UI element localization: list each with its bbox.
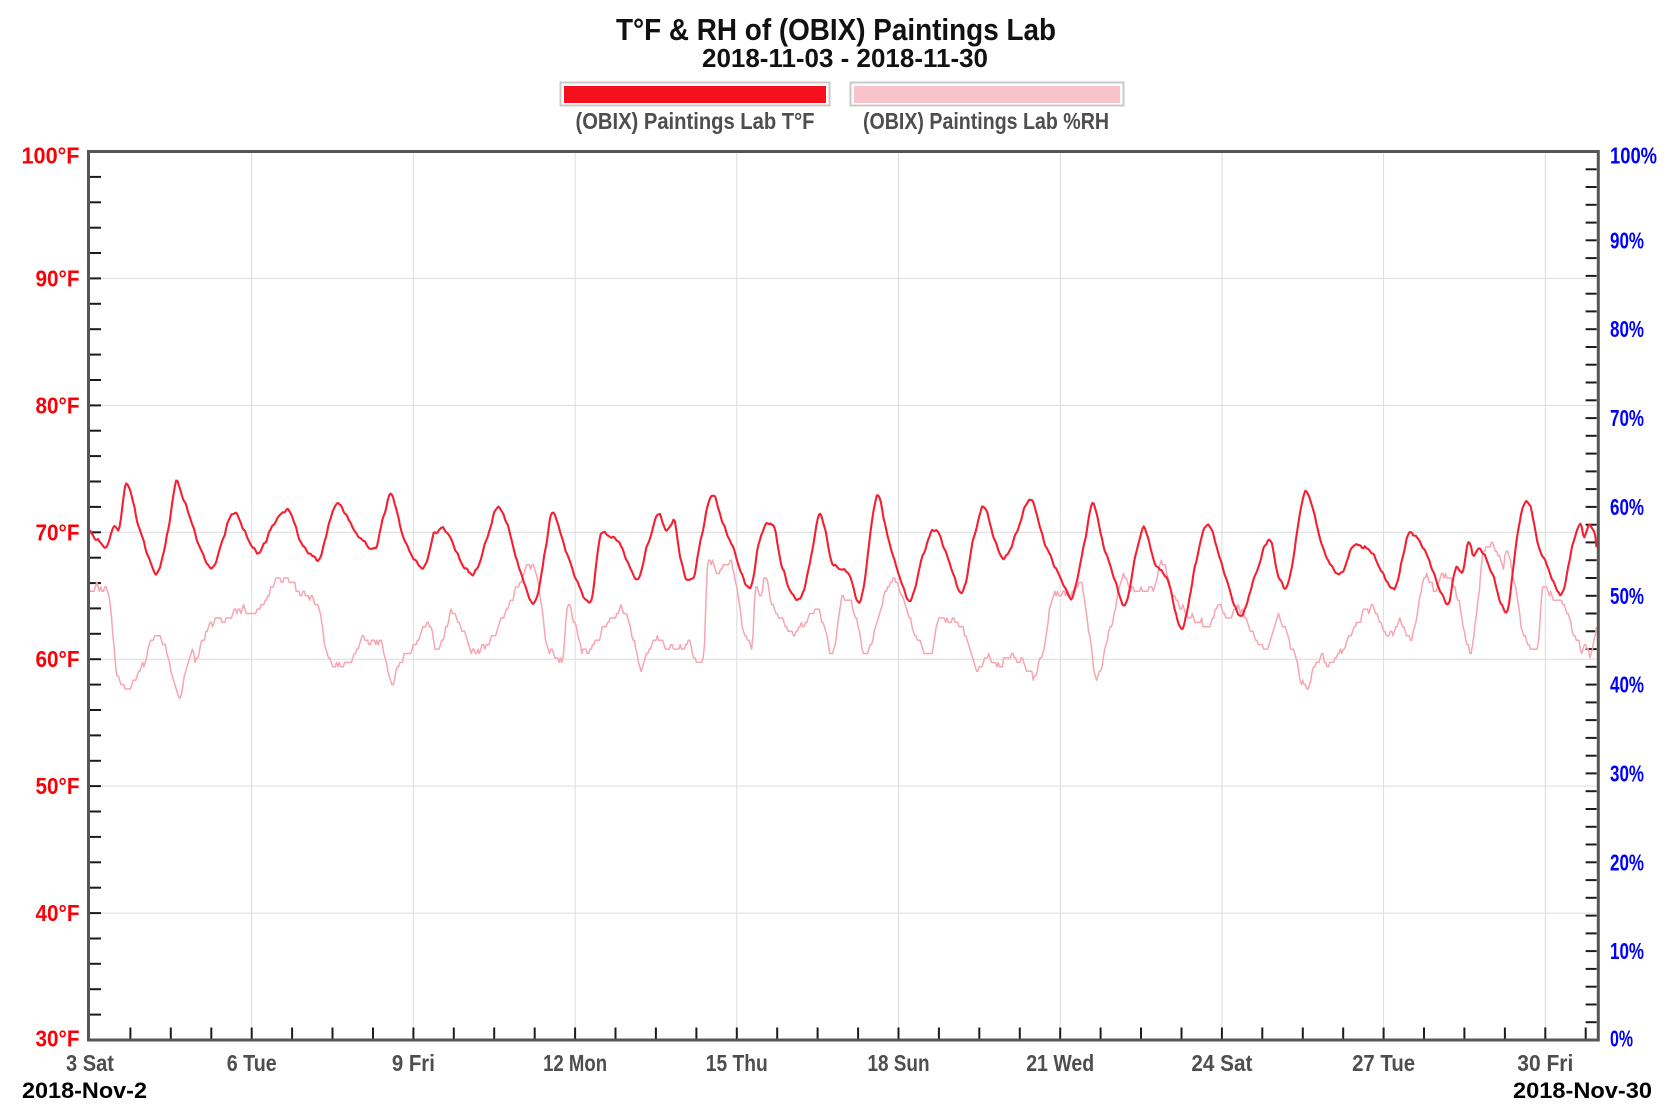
svg-text:100°F: 100°F	[22, 143, 80, 169]
svg-text:3 Sat: 3 Sat	[66, 1050, 114, 1076]
svg-text:0%: 0%	[1610, 1026, 1633, 1052]
svg-text:21 Wed: 21 Wed	[1026, 1050, 1094, 1076]
svg-text:(OBIX) Paintings Lab T°F: (OBIX) Paintings Lab T°F	[576, 108, 815, 134]
svg-text:80%: 80%	[1610, 316, 1644, 342]
svg-text:50°F: 50°F	[36, 773, 80, 799]
svg-text:90°F: 90°F	[36, 265, 80, 291]
svg-text:40%: 40%	[1610, 672, 1644, 698]
svg-text:18 Sun: 18 Sun	[868, 1050, 930, 1076]
svg-text:6 Tue: 6 Tue	[227, 1050, 277, 1076]
svg-text:30%: 30%	[1610, 760, 1644, 786]
svg-text:70%: 70%	[1610, 405, 1644, 431]
svg-text:10%: 10%	[1610, 938, 1644, 964]
svg-text:2018-Nov-30: 2018-Nov-30	[1513, 1078, 1652, 1103]
svg-text:40°F: 40°F	[36, 900, 80, 926]
svg-text:9 Fri: 9 Fri	[392, 1050, 435, 1076]
svg-text:30 Fri: 30 Fri	[1517, 1050, 1573, 1076]
svg-text:20%: 20%	[1610, 849, 1644, 875]
svg-text:2018-11-03 - 2018-11-30: 2018-11-03 - 2018-11-30	[702, 43, 988, 73]
svg-text:27 Tue: 27 Tue	[1352, 1050, 1415, 1076]
svg-text:24 Sat: 24 Sat	[1191, 1050, 1252, 1076]
svg-text:2018-Nov-2: 2018-Nov-2	[22, 1078, 147, 1103]
svg-text:70°F: 70°F	[36, 519, 80, 545]
svg-text:60°F: 60°F	[36, 646, 80, 672]
svg-text:50%: 50%	[1610, 583, 1644, 609]
svg-text:12 Mon: 12 Mon	[543, 1050, 607, 1076]
svg-text:100%: 100%	[1610, 143, 1657, 169]
svg-text:80°F: 80°F	[36, 392, 80, 418]
svg-text:15 Thu: 15 Thu	[706, 1050, 768, 1076]
svg-text:90%: 90%	[1610, 227, 1644, 253]
svg-text:60%: 60%	[1610, 494, 1644, 520]
svg-text:30°F: 30°F	[36, 1026, 80, 1052]
svg-text:T°F & RH of (OBIX) Paintings L: T°F & RH of (OBIX) Paintings Lab	[616, 12, 1056, 47]
svg-text:(OBIX) Paintings Lab %RH: (OBIX) Paintings Lab %RH	[863, 108, 1109, 134]
